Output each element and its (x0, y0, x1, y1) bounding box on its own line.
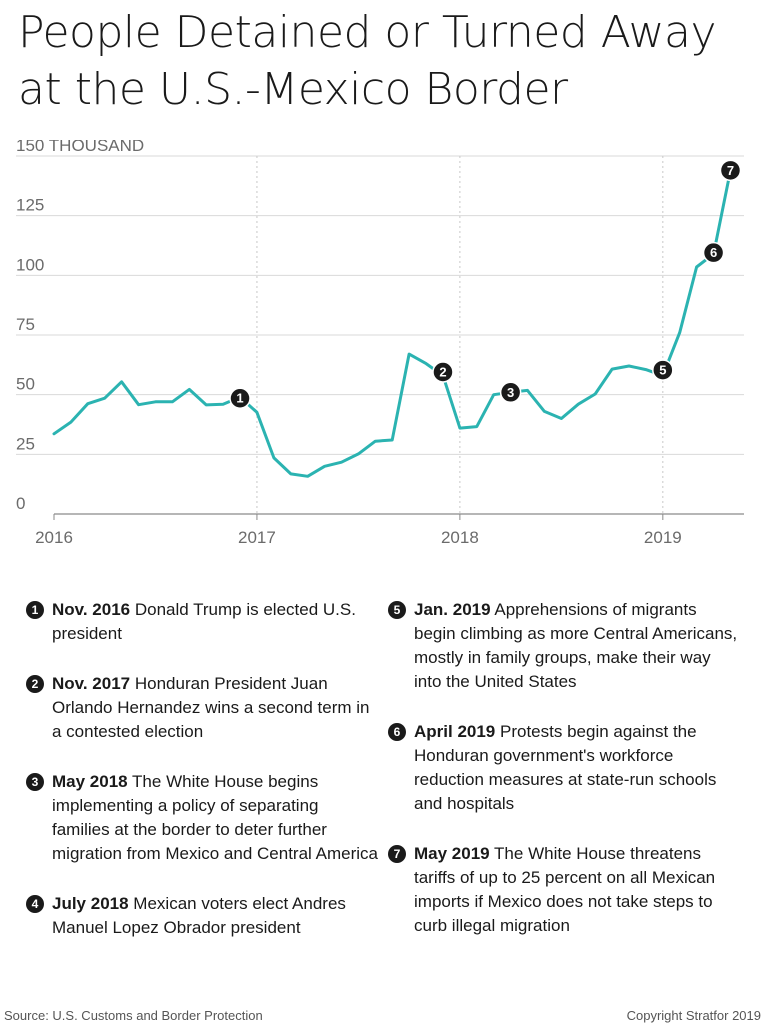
note-2: 2 Nov. 2017 Honduran President Juan Orla… (26, 672, 378, 744)
event-marker-5: 5 (652, 359, 674, 381)
y-tick-label: 125 (16, 196, 44, 215)
note-1-date: Nov. 2016 (52, 600, 131, 619)
event-marker-6: 6 (702, 241, 725, 264)
note-3-badge: 3 (26, 773, 44, 791)
x-tick-label: 2016 (35, 528, 73, 547)
series-line (52, 168, 732, 478)
note-7-badge: 7 (388, 845, 406, 863)
y-tick-label: 150 THOUSAND (16, 140, 144, 155)
event-markers: 1 2 3 5 6 7 (229, 159, 742, 409)
copyright-note: Copyright Stratfor 2019 (626, 1008, 761, 1023)
note-2-badge: 2 (26, 675, 44, 693)
y-tick-label: 100 (16, 255, 44, 274)
note-2-text: Honduran President Juan Orlando Hernande… (52, 674, 370, 741)
y-tick-label: 50 (16, 375, 35, 394)
note-4-date: July 2018 (52, 894, 129, 913)
note-5-date: Jan. 2019 (414, 600, 491, 619)
note-7-date: May 2019 (414, 844, 490, 863)
note-7-text: The White House threatens tariffs of up … (414, 844, 716, 935)
notes-right-column: 5 Jan. 2019 Apprehensions of migrants be… (388, 598, 738, 938)
event-marker-1: 1 (229, 387, 251, 409)
note-7: 7 May 2019 The White House threatens tar… (388, 842, 738, 938)
note-3: 3 May 2018 The White House begins implem… (26, 770, 378, 866)
note-6-text: Protests begin against the Honduran gove… (414, 722, 717, 813)
event-marker-circle (432, 361, 454, 383)
notes-left-column: 1 Nov. 2016 Donald Trump is elected U.S.… (26, 598, 378, 940)
source-note: Source: U.S. Customs and Border Protecti… (4, 1008, 263, 1023)
event-marker-number: 2 (439, 364, 446, 379)
event-marker-circle (702, 241, 725, 264)
event-marker-7: 7 (719, 159, 742, 182)
y-tick-label: 0 (16, 494, 25, 513)
event-marker-2: 2 (432, 361, 454, 383)
event-marker-number: 5 (659, 363, 666, 378)
note-2-date: Nov. 2017 (52, 674, 131, 693)
y-tick-label: 75 (16, 315, 35, 334)
note-6-badge: 6 (388, 723, 406, 741)
note-1-text: Donald Trump is elected U.S. president (52, 600, 356, 643)
x-tick-label: 2017 (238, 528, 276, 547)
chart-grid (16, 155, 744, 520)
y-axis-ticks: 0 25 50 75 100 125 150 THOUSAND (16, 140, 144, 513)
x-tick-label: 2019 (644, 528, 682, 547)
event-marker-number: 1 (236, 391, 243, 406)
note-1-badge: 1 (26, 601, 44, 619)
chart-title: People Detained or Turned Away at the U.… (18, 7, 717, 115)
event-marker-circle (652, 359, 674, 381)
event-marker-circle (719, 159, 742, 182)
note-6: 6 April 2019 Protests begin against the … (388, 720, 738, 816)
note-5-text: Apprehensions of migrants begin climbing… (414, 600, 738, 691)
event-marker-3: 3 (499, 381, 522, 404)
note-4: 4 July 2018 Mexican voters elect Andres … (26, 892, 378, 940)
event-marker-number: 3 (507, 385, 514, 400)
note-6-date: April 2019 (414, 722, 496, 741)
note-3-date: May 2018 (52, 772, 128, 791)
x-axis-ticks: 2016 2017 2018 2019 (35, 528, 682, 547)
note-1: 1 Nov. 2016 Donald Trump is elected U.S.… (26, 598, 378, 646)
note-5-badge: 5 (388, 601, 406, 619)
event-marker-number: 6 (710, 245, 717, 260)
note-5: 5 Jan. 2019 Apprehensions of migrants be… (388, 598, 738, 694)
event-marker-circle (499, 381, 522, 404)
event-marker-number: 7 (727, 163, 734, 178)
event-marker-circle (229, 387, 251, 409)
note-4-badge: 4 (26, 895, 44, 913)
note-4-text: Mexican voters elect Andres Manuel Lopez… (52, 894, 346, 937)
y-tick-label: 25 (16, 434, 35, 453)
note-3-text: The White House begins implementing a po… (52, 772, 378, 863)
x-tick-label: 2018 (441, 528, 479, 547)
